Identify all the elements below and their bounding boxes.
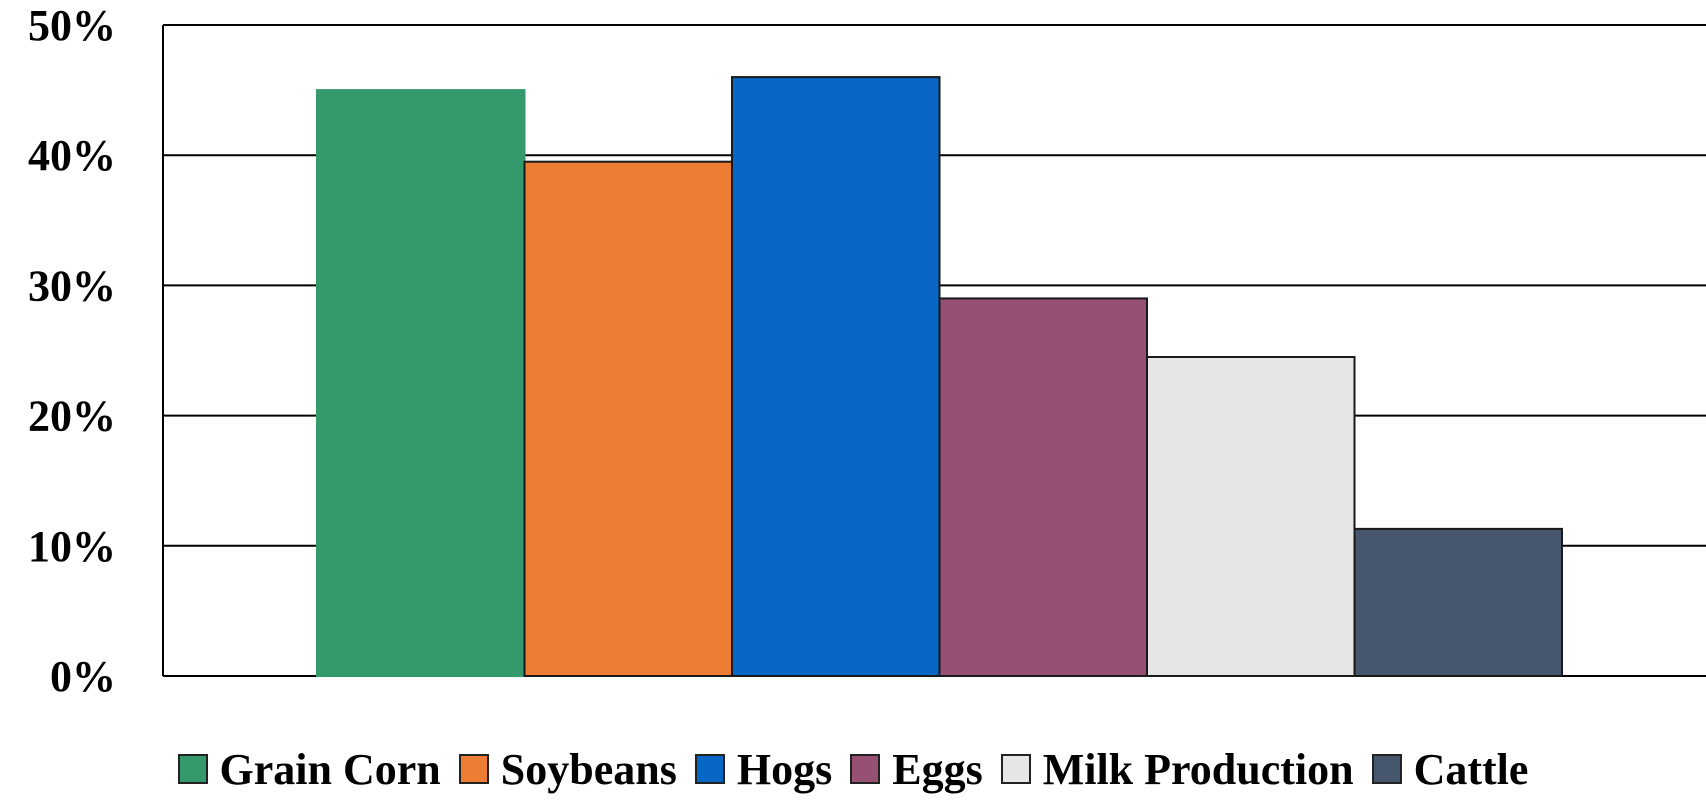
legend: Grain Corn Soybeans Hogs Eggs Milk Productio… bbox=[0, 742, 1706, 796]
legend-item: Grain Corn bbox=[177, 744, 441, 795]
legend-item: Milk Production bbox=[1000, 744, 1354, 795]
bar-cattle bbox=[1353, 527, 1563, 678]
y-axis-ticks: 0% 10% 20% 30% 40% 50% bbox=[28, 1, 116, 701]
legend-item: Hogs bbox=[694, 744, 833, 795]
y-tick-label: 30% bbox=[28, 261, 116, 310]
legend-label: Grain Corn bbox=[219, 744, 441, 794]
bar-hogs bbox=[731, 76, 941, 677]
y-tick-label: 40% bbox=[28, 131, 116, 180]
legend-label: Eggs bbox=[892, 744, 983, 794]
y-tick-label: 0% bbox=[50, 652, 116, 701]
y-tick-label: 20% bbox=[28, 392, 116, 441]
y-tick-label: 50% bbox=[28, 1, 116, 50]
bar-grain-corn bbox=[316, 89, 526, 678]
bar-milk-production bbox=[1146, 356, 1356, 677]
bars bbox=[316, 76, 1563, 678]
legend-swatch bbox=[1371, 754, 1402, 784]
legend-swatch bbox=[177, 754, 208, 784]
bar-chart: 0% 10% 20% 30% 40% 50% bbox=[28, 1, 1706, 701]
legend-item: Soybeans bbox=[458, 744, 677, 795]
bar-soybeans bbox=[523, 160, 733, 677]
legend-swatch bbox=[850, 754, 881, 784]
legend-label: Milk Production bbox=[1042, 744, 1354, 794]
legend-label: Soybeans bbox=[500, 744, 677, 794]
y-tick-label: 10% bbox=[28, 522, 116, 571]
legend-label: Cattle bbox=[1413, 744, 1529, 794]
legend-swatch bbox=[458, 754, 489, 784]
legend-swatch bbox=[1000, 754, 1031, 784]
legend-item: Cattle bbox=[1371, 744, 1529, 795]
legend-item: Eggs bbox=[850, 744, 983, 795]
bar-eggs bbox=[938, 297, 1148, 677]
legend-label: Hogs bbox=[736, 744, 833, 794]
legend-swatch bbox=[694, 754, 725, 784]
